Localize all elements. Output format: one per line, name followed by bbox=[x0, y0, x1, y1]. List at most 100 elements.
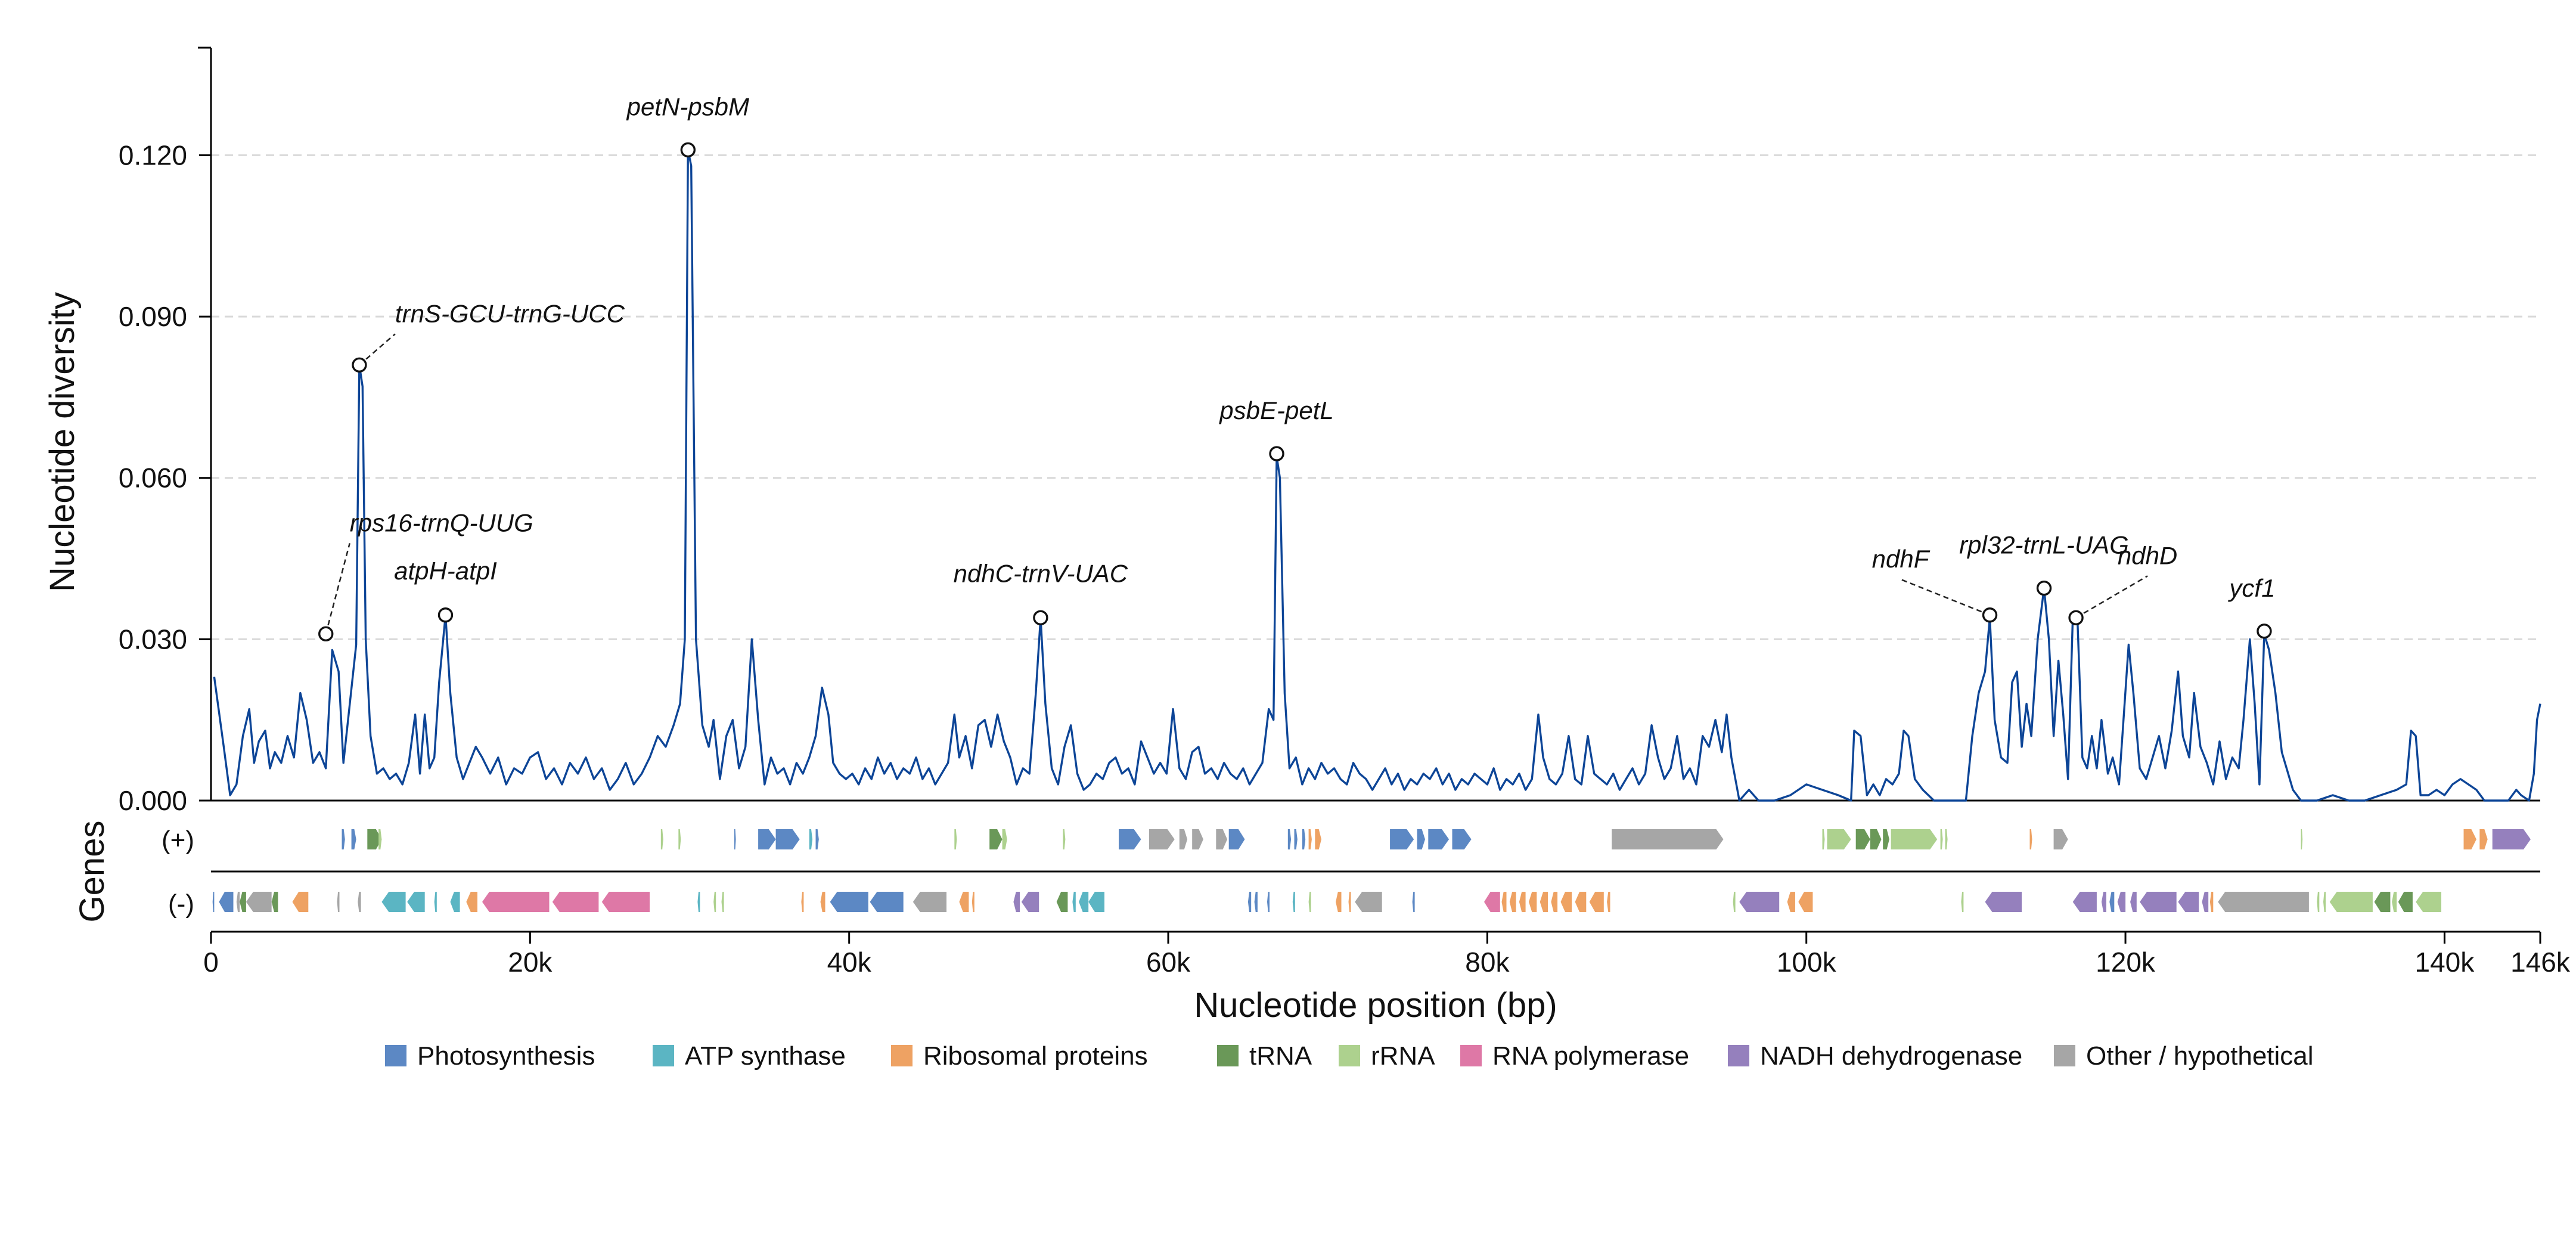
plus-strand-genes bbox=[342, 829, 2531, 849]
legend-swatch bbox=[1339, 1045, 1360, 1066]
x-tick-label: 80k bbox=[1465, 947, 1510, 978]
legend-label: Ribosomal proteins bbox=[923, 1041, 1148, 1071]
annotation-leader bbox=[325, 543, 350, 634]
y-tick-label: 0.000 bbox=[119, 785, 187, 816]
gene-block bbox=[758, 829, 776, 849]
gene-block bbox=[721, 892, 724, 912]
gene-block bbox=[1294, 829, 1298, 849]
gene-block bbox=[2140, 892, 2177, 912]
peak-annotation-label: ndhC-trnV-UAC bbox=[954, 559, 1128, 587]
legend-swatch bbox=[653, 1045, 674, 1066]
gene-block bbox=[2218, 892, 2309, 912]
peak-marker bbox=[2068, 610, 2084, 625]
gene-block bbox=[1540, 892, 1548, 912]
gene-block bbox=[1891, 829, 1938, 849]
gene-block bbox=[2109, 892, 2115, 912]
gene-block bbox=[1216, 829, 1228, 849]
peak-marker bbox=[352, 357, 367, 373]
gene-block bbox=[697, 892, 700, 912]
x-tick-label: 140k bbox=[2415, 947, 2475, 978]
gene-block bbox=[434, 892, 437, 912]
gene-block bbox=[1390, 829, 1414, 849]
x-axis-title: Nucleotide position (bp) bbox=[1194, 986, 1557, 1025]
x-tick-label: 100k bbox=[1777, 947, 1837, 978]
peak-marker bbox=[2036, 580, 2052, 596]
peak-annotations: trnS-GCU-trnG-UCC rps16-trnQ-UUG atpH-atpI… bbox=[318, 92, 2275, 642]
y-tick-label: 0.090 bbox=[119, 301, 187, 332]
gene-block bbox=[337, 892, 340, 912]
gene-block bbox=[1509, 892, 1516, 912]
annotation-leader bbox=[359, 333, 396, 366]
diversity-series-line bbox=[213, 148, 2541, 802]
gene-block bbox=[1308, 829, 1312, 849]
gene-block bbox=[1945, 829, 1948, 849]
gene-block bbox=[1247, 892, 1252, 912]
gene-block bbox=[342, 829, 345, 849]
gene-block bbox=[2398, 892, 2413, 912]
y-axis-title: Nucleotide diversity bbox=[43, 292, 82, 592]
gene-block bbox=[2329, 892, 2373, 912]
peak-annotation-label: rps16-trnQ-UUG bbox=[350, 508, 533, 536]
gene-block bbox=[830, 892, 868, 912]
gene-block bbox=[1228, 829, 1245, 849]
gene-block bbox=[1287, 829, 1292, 849]
legend-label: Photosynthesis bbox=[417, 1041, 595, 1071]
gene-block bbox=[815, 829, 819, 849]
gene-block bbox=[2374, 892, 2391, 912]
gene-block bbox=[1827, 829, 1851, 849]
peak-annotation-label: rpl32-trnL-UAG bbox=[1959, 531, 2129, 559]
minus-strand-label: (-) bbox=[168, 889, 194, 919]
gene-block bbox=[2053, 829, 2068, 849]
x-tick-label: 0 bbox=[203, 947, 219, 978]
gene-block bbox=[358, 892, 361, 912]
legend-label: Other / hypothetical bbox=[2086, 1041, 2314, 1071]
legend-swatch bbox=[1217, 1045, 1239, 1066]
peak-marker bbox=[2257, 624, 2272, 639]
gene-block bbox=[989, 829, 1003, 849]
legend-label: NADH dehydrogenase bbox=[1760, 1041, 2022, 1071]
gene-block bbox=[678, 829, 681, 849]
gene-block bbox=[236, 892, 240, 912]
peak-annotation-label: petN-psbM bbox=[626, 92, 749, 120]
gene-block bbox=[1056, 892, 1068, 912]
gene-block bbox=[1021, 892, 1039, 912]
gene-block bbox=[246, 892, 272, 912]
gene-block bbox=[2416, 892, 2441, 912]
gene-block bbox=[1607, 892, 1610, 912]
peak-annotation-label: ndhD bbox=[2118, 541, 2177, 569]
gene-block bbox=[1002, 829, 1007, 849]
gene-block bbox=[1192, 829, 1203, 849]
gene-block bbox=[407, 892, 425, 912]
x-tick-label: 20k bbox=[508, 947, 553, 978]
gene-block bbox=[1348, 892, 1351, 912]
gene-block bbox=[1119, 829, 1141, 849]
gene-block bbox=[1883, 829, 1889, 849]
gene-block bbox=[959, 892, 969, 912]
gene-block bbox=[2301, 829, 2303, 849]
legend-label: rRNA bbox=[1371, 1041, 1435, 1071]
gene-block bbox=[1302, 829, 1306, 849]
gene-block bbox=[1501, 892, 1507, 912]
gene-block bbox=[1428, 829, 1450, 849]
gene-block bbox=[1315, 829, 1321, 849]
gene-block bbox=[1412, 892, 1415, 912]
legend-swatch bbox=[1460, 1045, 1482, 1066]
annotation-leader bbox=[1900, 578, 1990, 616]
gene-block bbox=[482, 892, 550, 912]
gene-block bbox=[1560, 892, 1572, 912]
peak-marker bbox=[1269, 446, 1284, 461]
legend-label: ATP synthase bbox=[685, 1041, 846, 1071]
gene-block bbox=[1739, 892, 1780, 912]
gene-block bbox=[1798, 892, 1813, 912]
legend: Photosynthesis ATP synthase Ribosomal prot… bbox=[385, 1041, 2314, 1071]
gene-block bbox=[2101, 892, 2106, 912]
gene-block bbox=[1589, 892, 1604, 912]
gene-block bbox=[1822, 829, 1825, 849]
gene-block bbox=[870, 892, 904, 912]
gene-block bbox=[954, 829, 957, 849]
annotation-leader bbox=[2075, 575, 2148, 619]
gene-block bbox=[1870, 829, 1882, 849]
gene-block bbox=[1452, 829, 1472, 849]
legend-swatch bbox=[891, 1045, 913, 1066]
